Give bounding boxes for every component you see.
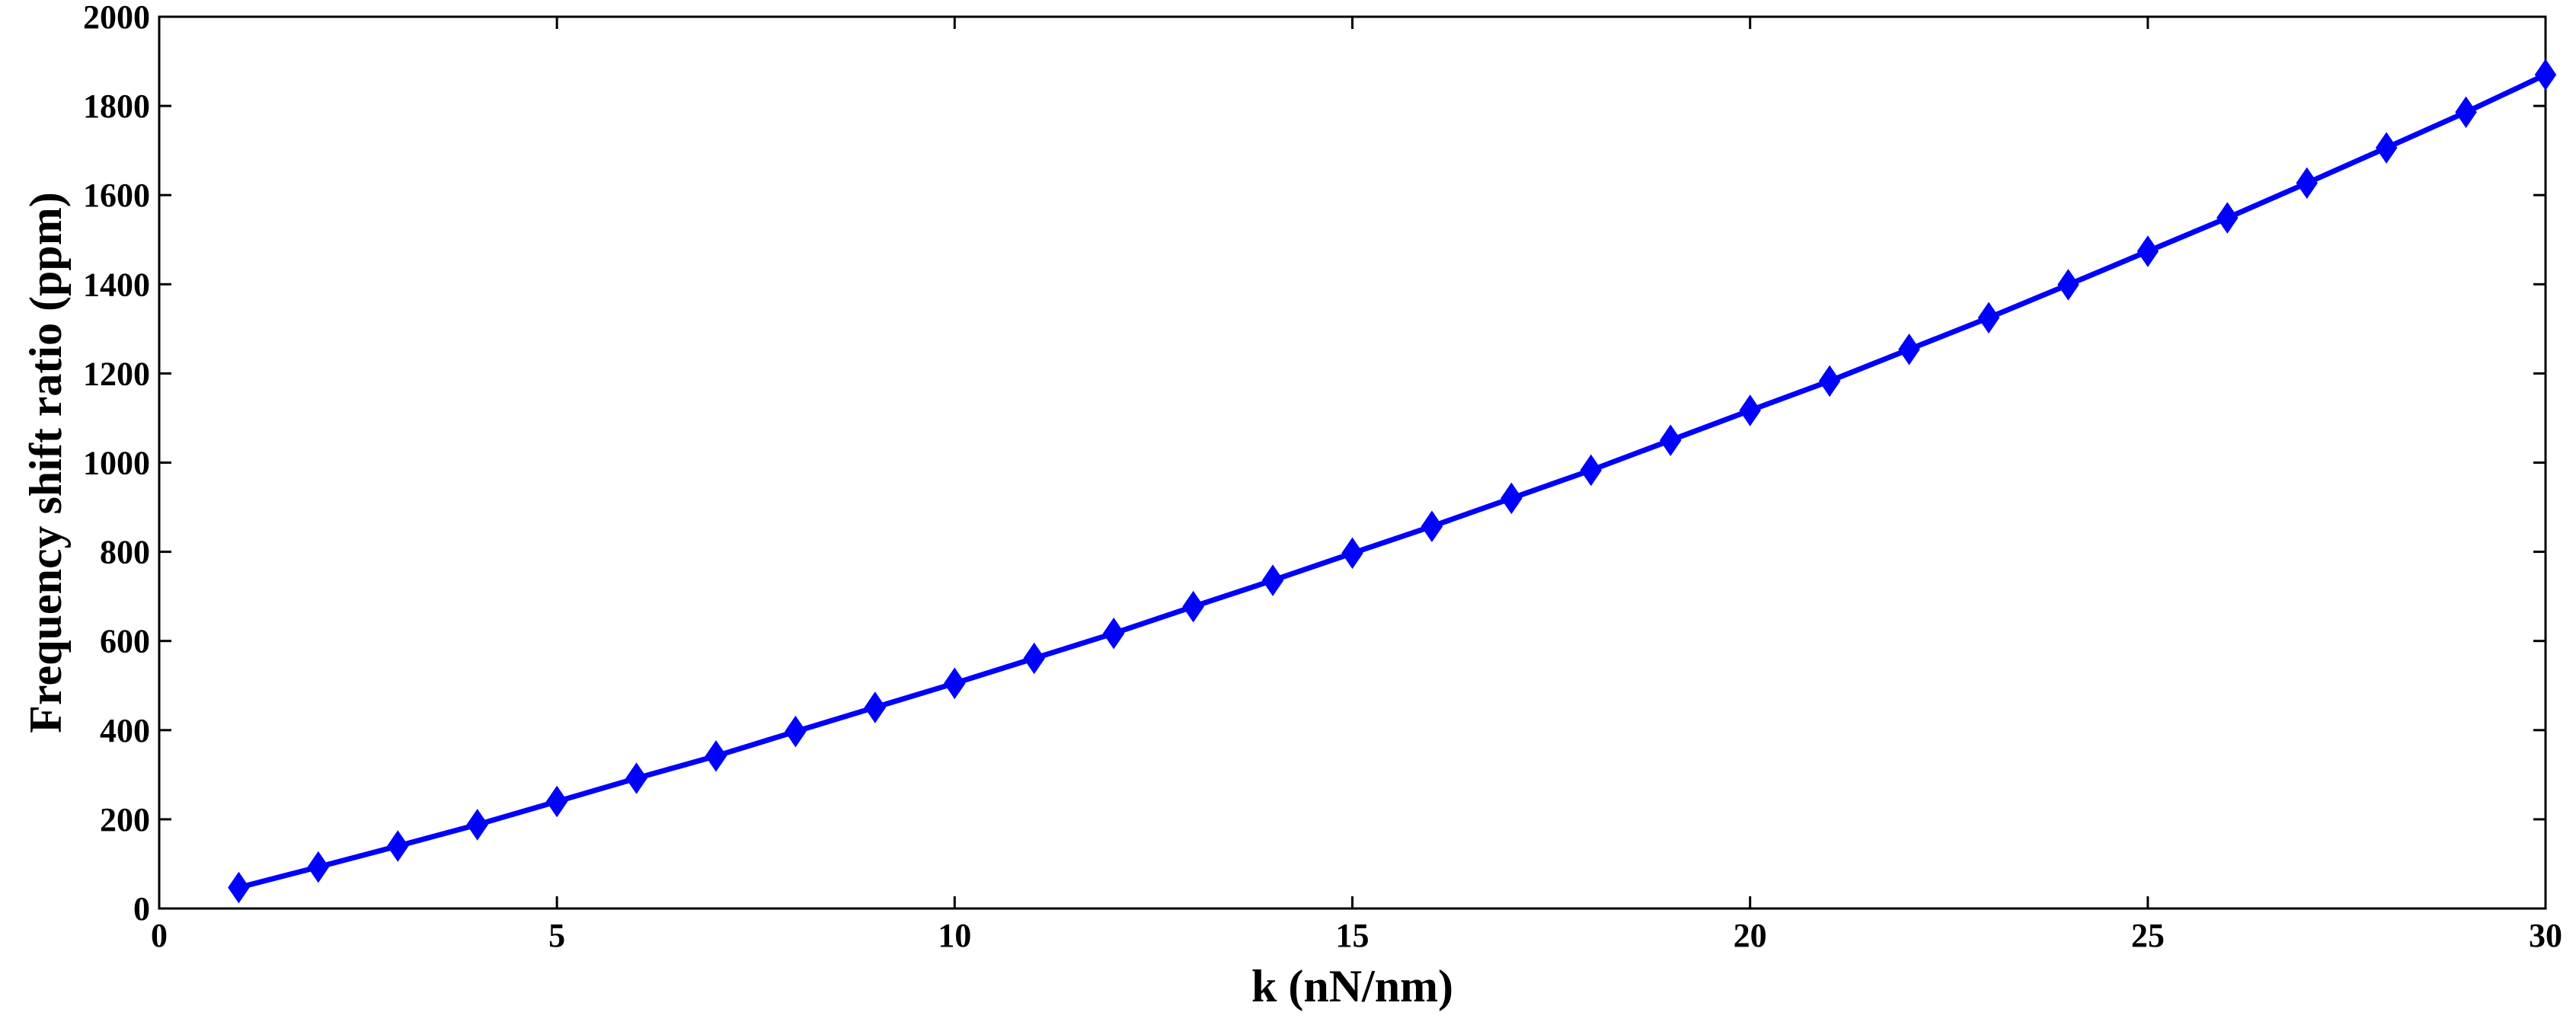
y-axis-label: Frequency shift ratio (ppm)	[21, 192, 71, 733]
data-point	[625, 762, 647, 794]
y-tick-label: 400	[100, 712, 150, 749]
data-point	[2455, 96, 2477, 129]
x-tick-label: 5	[548, 917, 565, 954]
data-point	[1898, 334, 1920, 366]
y-tick-label: 800	[100, 534, 150, 571]
y-tick-label: 0	[133, 890, 150, 928]
plot-axes	[158, 15, 2547, 910]
data-point	[1501, 482, 1523, 515]
y-tick-label: 1800	[83, 88, 150, 125]
data-point	[2296, 167, 2318, 200]
y-tick-label: 1000	[83, 445, 150, 482]
data-point	[1182, 590, 1204, 623]
data-point	[864, 691, 887, 723]
data-point	[1261, 564, 1284, 596]
data-point	[1818, 365, 1841, 398]
data-point	[705, 739, 727, 772]
y-tick-label: 600	[100, 623, 150, 660]
data-point	[307, 851, 330, 883]
axis-ticks: 0 5 10 15 20 25 30 0 200 400 600 800 1000 1200 1400 160…	[83, 0, 2562, 954]
y-tick-label: 1600	[83, 177, 150, 214]
series-line	[238, 72, 2547, 890]
x-tick-label: 25	[2131, 917, 2165, 954]
data-series	[228, 59, 2557, 904]
data-point	[1341, 537, 1363, 570]
data-point	[2057, 269, 2079, 301]
data-point	[1739, 394, 1761, 426]
data-point	[545, 785, 568, 818]
data-point	[2137, 235, 2159, 267]
data-point	[1023, 642, 1045, 675]
data-point	[1580, 454, 1603, 487]
data-point	[2375, 132, 2398, 164]
data-point	[2534, 59, 2557, 91]
x-tick-label: 0	[151, 917, 168, 954]
data-point	[1977, 302, 2000, 334]
x-tick-label: 10	[938, 917, 971, 954]
y-tick-label: 1400	[83, 266, 150, 303]
y-tick-label: 1200	[83, 355, 150, 392]
data-point	[1421, 510, 1443, 542]
x-tick-label: 20	[1734, 917, 1767, 954]
data-point	[228, 871, 250, 904]
data-point	[1660, 424, 1682, 456]
data-point	[785, 715, 807, 748]
y-tick-label: 2000	[83, 0, 150, 36]
data-point	[944, 667, 966, 700]
plot-frame	[158, 15, 2547, 910]
data-point	[466, 809, 488, 841]
data-point	[1102, 617, 1125, 650]
x-tick-label: 30	[2529, 917, 2562, 954]
y-tick-label: 200	[100, 801, 150, 838]
x-tick-label: 15	[1336, 917, 1369, 954]
data-point	[387, 830, 409, 862]
data-point	[2216, 202, 2239, 234]
x-axis-label: k (nN/nm)	[1251, 961, 1453, 1011]
